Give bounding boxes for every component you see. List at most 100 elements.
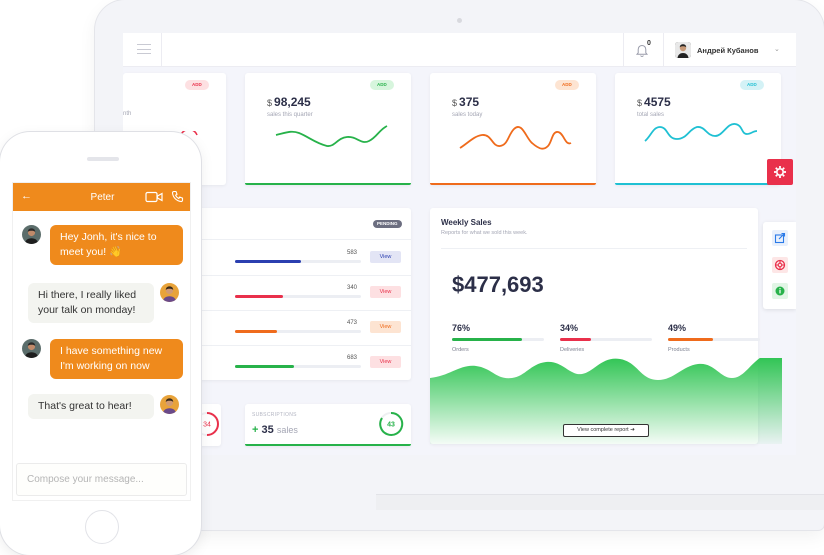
progress-fill <box>235 365 295 368</box>
divider <box>441 248 747 249</box>
table-row: 683 View <box>123 345 411 380</box>
divider <box>123 239 411 240</box>
avatar[interactable] <box>675 42 691 58</box>
info-icon <box>775 286 785 296</box>
phone-speaker <box>87 157 119 161</box>
table-row: 340 View <box>123 275 411 310</box>
avatar <box>160 283 179 302</box>
weekly-sales-card: Weekly Sales Reports for what we sold th… <box>430 208 782 444</box>
card-label: SUBSCRIPTIONS <box>252 412 297 418</box>
stat-label: Products <box>668 347 690 353</box>
row-value: 683 <box>347 355 358 361</box>
phone-call-icon[interactable] <box>171 190 184 203</box>
progress-fill <box>452 338 522 341</box>
menu-icon[interactable] <box>137 44 151 54</box>
progress-bar <box>668 338 760 341</box>
table-row: 473 View <box>123 310 411 345</box>
progress-ring: 43 <box>379 411 404 436</box>
chevron-down-icon[interactable]: ⌄ <box>774 46 780 53</box>
avatar <box>160 395 179 414</box>
divider <box>623 33 624 67</box>
gear-icon <box>774 166 786 178</box>
stat-value: $4575 <box>637 95 671 109</box>
view-button[interactable]: View <box>370 321 401 333</box>
settings-button[interactable] <box>767 159 793 185</box>
message-bubble-out: I have something new I'm working on now <box>50 339 183 379</box>
message-bubble-in: That's great to hear! <box>28 394 154 419</box>
weekly-stat: 34% Deliveries <box>560 323 654 353</box>
user-name[interactable]: Андрей Кубанов <box>697 46 759 55</box>
stat-label: Orders <box>452 347 469 353</box>
stat-label: sales today <box>452 112 483 118</box>
sparkline <box>275 125 388 147</box>
stat-card-today: ADD $375 sales today <box>430 73 596 185</box>
stat-card-quarter: ADD $98,245 sales this quarter <box>245 73 411 185</box>
progress-bar <box>235 260 361 263</box>
laptop-base <box>376 494 824 510</box>
progress-bar <box>452 338 544 341</box>
progress-fill <box>560 338 592 341</box>
progress-bar <box>235 330 361 333</box>
sparkline <box>644 123 758 142</box>
stat-label: Deliveries <box>560 347 585 353</box>
stat-label: nth <box>123 111 132 117</box>
row-value: 473 <box>347 320 358 326</box>
weekly-stat: 76% Orders <box>452 323 546 353</box>
view-button[interactable]: View <box>370 251 401 263</box>
info-button[interactable] <box>772 283 788 299</box>
view-button[interactable]: View <box>370 286 401 298</box>
view-button[interactable]: View <box>370 356 401 368</box>
accent-line <box>615 183 781 185</box>
share-button[interactable] <box>772 230 788 246</box>
stat-percent: 49% <box>668 323 687 333</box>
avatar <box>22 339 41 358</box>
stat-value: $375 <box>452 95 480 109</box>
divider <box>123 275 411 276</box>
progress-bar <box>235 295 361 298</box>
subscriptions-card: SUBSCRIPTIONS + 35 sales 43 <box>245 404 411 446</box>
progress-fill <box>235 330 277 333</box>
add-badge[interactable]: ADD <box>185 80 209 90</box>
progress-bar <box>560 338 652 341</box>
chat-header: ← Peter <box>13 183 190 211</box>
divider <box>123 345 411 346</box>
add-badge[interactable]: ADD <box>555 80 579 90</box>
add-badge[interactable]: ADD <box>740 80 764 90</box>
progress-fill <box>235 295 283 298</box>
stat-percent: 34% <box>560 323 579 333</box>
stat-value: $98,245 <box>267 95 311 109</box>
card-title: Weekly Sales <box>441 218 492 227</box>
weekly-stat: 49% Products <box>668 323 762 353</box>
ring-label: 34 <box>203 422 211 429</box>
compose-input[interactable]: Compose your message... <box>16 463 187 496</box>
progress-fill <box>668 338 714 341</box>
message-bubble-out: Hey Jonh, it's nice to meet you! 👋 <box>50 225 183 265</box>
topbar: 0 Андрей Кубанов ⌄ <box>123 33 796 67</box>
view-report-button[interactable]: View complete report ➔ <box>563 424 649 437</box>
weekly-total: $477,693 <box>452 272 544 297</box>
sparkline <box>459 126 572 150</box>
row-value: 583 <box>347 250 358 256</box>
support-button[interactable] <box>772 257 788 273</box>
area-chart <box>430 358 782 444</box>
contact-name: Peter <box>90 192 115 203</box>
divider <box>663 33 664 67</box>
stat-label: total sales <box>637 112 665 118</box>
share-icon <box>774 232 786 244</box>
divider <box>161 33 162 67</box>
card-subtitle: Reports for what we sold this week. <box>441 230 528 236</box>
stat-card-total: ADD $4575 total sales <box>615 73 781 185</box>
back-arrow-icon[interactable]: ← <box>21 190 32 202</box>
home-button[interactable] <box>85 510 119 544</box>
avatar <box>22 225 41 244</box>
message-bubble-in: Hi there, I really liked your talk on mo… <box>28 283 154 323</box>
add-badge[interactable]: ADD <box>370 80 394 90</box>
chat-screen: ← Peter Hey Jonh, it's nice to meet you!… <box>12 182 191 501</box>
subscriptions-value: + 35 sales <box>252 424 298 436</box>
bell-icon[interactable] <box>634 43 650 59</box>
dashboard-screen: 0 Андрей Кубанов ⌄ ADD nth ADD <box>123 33 796 455</box>
progress-bar <box>235 365 361 368</box>
video-call-icon[interactable] <box>145 191 163 203</box>
laptop-camera <box>457 18 462 23</box>
support-icon <box>774 259 786 271</box>
